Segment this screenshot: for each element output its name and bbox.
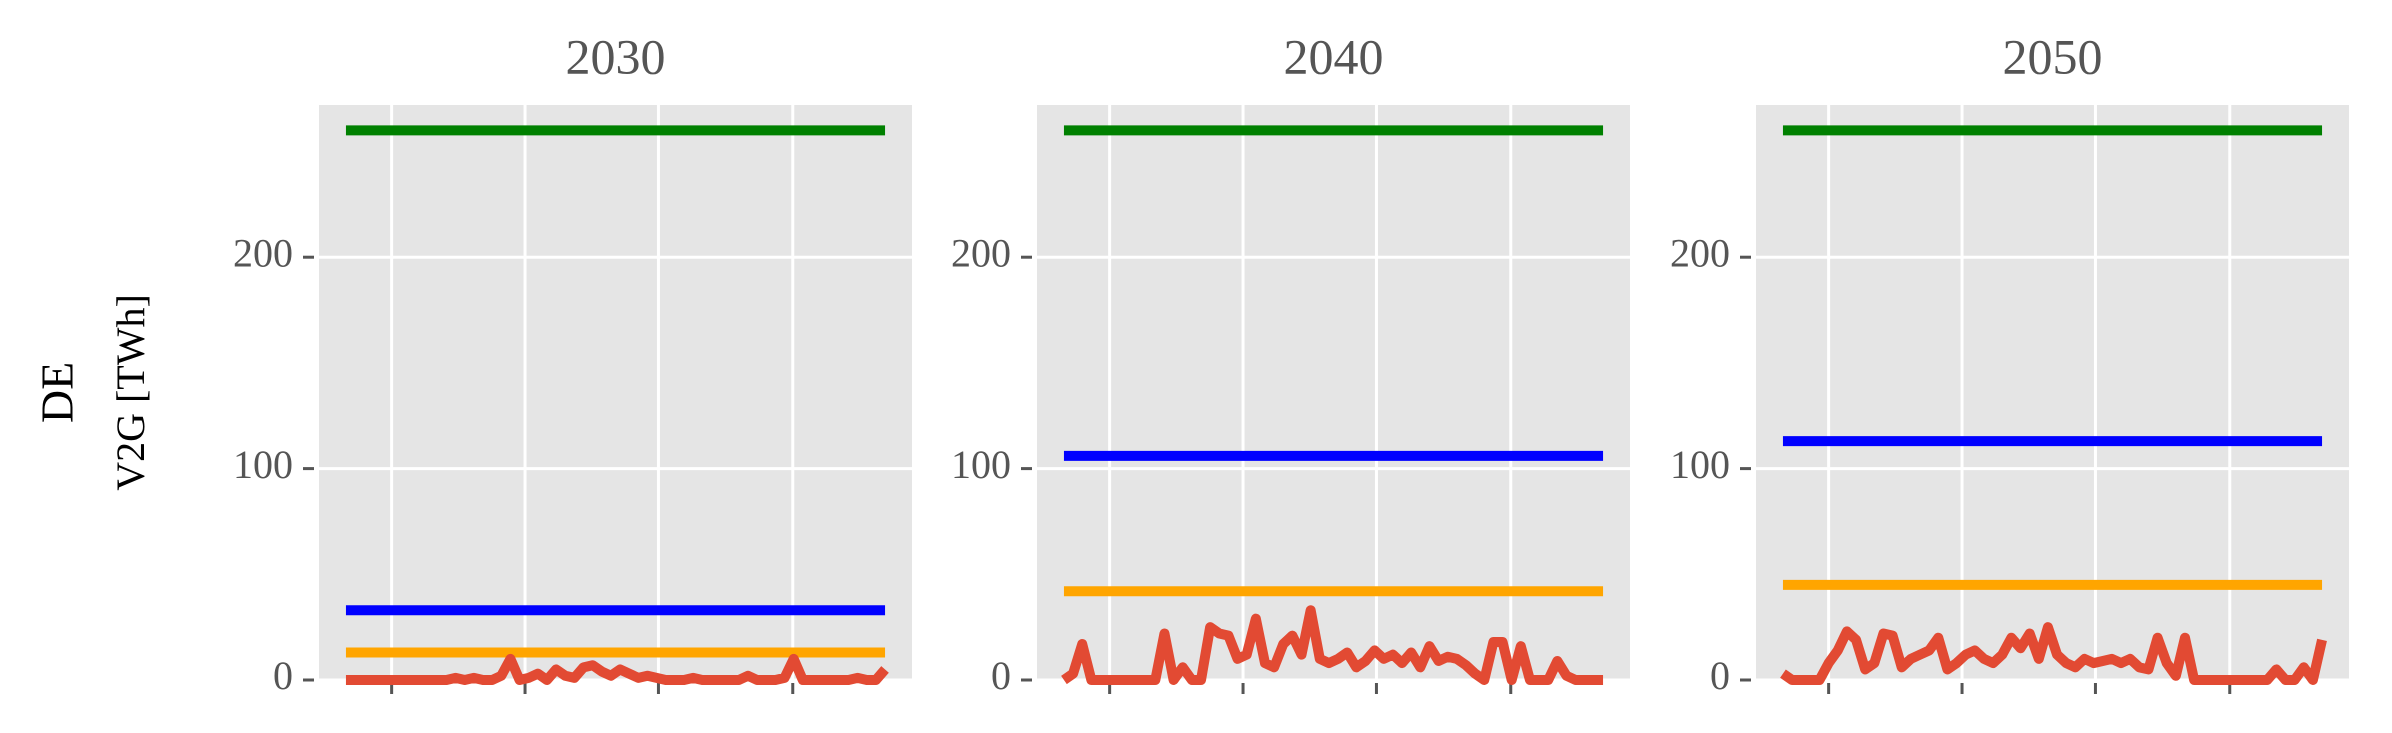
y-tick-label: 0 <box>273 653 293 698</box>
y-axis-label: V2G [TWh] <box>108 294 153 491</box>
plot-area <box>319 105 912 680</box>
series-line <box>1780 622 2327 685</box>
y-tick-label: 200 <box>233 230 293 275</box>
row-label: DE <box>32 362 83 423</box>
y-tick-label: 100 <box>233 442 293 487</box>
y-tick-label: 200 <box>1670 230 1730 275</box>
y-tick-label: 0 <box>1710 653 1730 698</box>
y-tick-label: 200 <box>951 230 1011 275</box>
panel-title: 2030 <box>566 28 666 84</box>
y-tick-label: 100 <box>1670 442 1730 487</box>
plot-area <box>1037 105 1630 680</box>
y-tick-label: 100 <box>951 442 1011 487</box>
series-line <box>345 653 889 685</box>
y-tick-label: 0 <box>991 653 1011 698</box>
panel-title: 2050 <box>2003 28 2103 84</box>
series-line <box>1061 605 1604 685</box>
panel-title: 2040 <box>1284 28 1384 84</box>
plot-area <box>1756 105 2349 680</box>
